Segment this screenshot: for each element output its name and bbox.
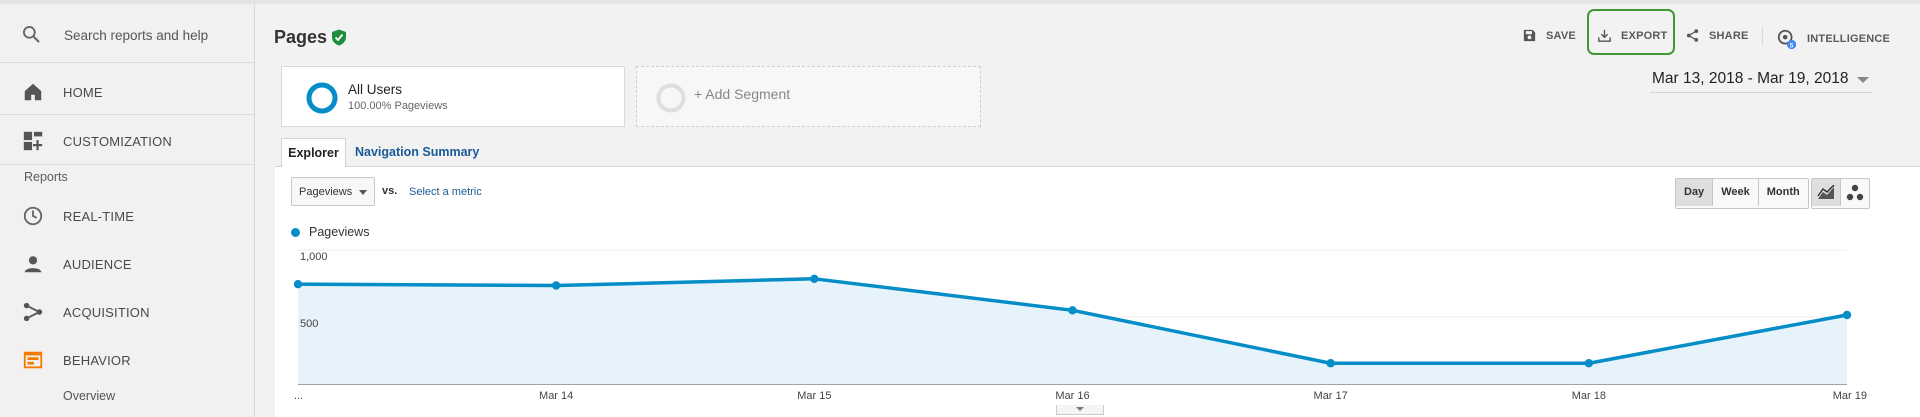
motion-chart-view-button[interactable] (1841, 179, 1869, 206)
chart-x-labels: ... Mar 14 Mar 15 Mar 16 Mar 17 Mar 18 Mar 19 (294, 390, 1867, 402)
data-point-5 (1584, 359, 1594, 368)
date-caret-icon[interactable] (1857, 77, 1869, 83)
download-icon (1598, 29, 1611, 42)
date-underline (1650, 92, 1872, 93)
add-segment-label: + Add Segment (694, 86, 791, 102)
chevron-down-icon (1076, 407, 1084, 411)
add-segment-button[interactable]: + Add Segment (636, 66, 981, 127)
x-tick-label: Mar 18 (1572, 390, 1606, 402)
sidebar-item-label: AUDIENCE (63, 257, 132, 272)
tab-explorer[interactable]: Explorer (281, 138, 346, 167)
sidebar-item-acquisition[interactable]: ACQUISITION (0, 298, 254, 326)
verified-shield-icon (332, 29, 346, 46)
acquisition-icon (23, 302, 43, 322)
behavior-icon (23, 351, 43, 369)
intelligence-label: INTELLIGENCE (1807, 33, 1891, 45)
data-point-1 (551, 281, 561, 290)
sidebar-item-label: ACQUISITION (63, 305, 150, 320)
sidebar-item-home[interactable]: HOME (0, 78, 254, 106)
legend-dot (291, 228, 300, 237)
sidebar-item-audience[interactable]: AUDIENCE (0, 250, 254, 278)
x-tick-label: Mar 15 (797, 390, 831, 402)
search-bar[interactable]: Search reports and help (0, 22, 254, 48)
sidebar-item-label: BEHAVIOR (63, 353, 131, 368)
intelligence-button[interactable]: 5 INTELLIGENCE (1776, 28, 1890, 50)
x-tick-label: Mar 14 (539, 390, 573, 402)
vs-label: vs. (382, 185, 398, 197)
sidebar-divider (0, 114, 254, 115)
toolbar-separator (1762, 26, 1763, 46)
sidebar-divider (0, 164, 254, 165)
save-label: SAVE (1546, 29, 1576, 42)
search-icon (23, 26, 40, 43)
period-month-button[interactable]: Month (1766, 186, 1800, 198)
share-label: SHARE (1709, 29, 1749, 42)
motion-chart-icon (1846, 184, 1864, 200)
top-shadow (0, 0, 1920, 4)
select-metric-link[interactable]: Select a metric (409, 186, 482, 198)
period-day-button[interactable]: Day (1676, 179, 1714, 206)
series-area-pageviews (298, 278, 1847, 384)
x-tick-label: Mar 16 (1055, 390, 1089, 402)
share-icon (1686, 29, 1699, 42)
data-point-4 (1326, 359, 1335, 368)
segment-name: All Users (348, 82, 403, 97)
sidebar-item-behavior[interactable]: BEHAVIOR (0, 346, 254, 374)
period-week-button[interactable]: Week (1713, 179, 1759, 206)
segment-ring-icon (306, 82, 338, 114)
date-range-picker[interactable]: Mar 13, 2018 - Mar 19, 2018 (1652, 70, 1849, 87)
intelligence-badge: 5 (1790, 42, 1794, 49)
clock-icon (23, 206, 43, 226)
export-button[interactable]: EXPORT (1597, 28, 1667, 43)
chart-area (298, 278, 1847, 384)
home-icon (24, 83, 42, 101)
data-point-3 (1068, 306, 1077, 315)
tabs-baseline (275, 166, 1920, 167)
page-title: Pages (274, 27, 328, 47)
dashboard-grid-icon (23, 131, 43, 151)
chart-points (293, 274, 1852, 368)
chart-collapse-handle[interactable] (1056, 405, 1104, 415)
sidebar-item-real-time[interactable]: REAL-TIME (0, 202, 254, 230)
person-icon (24, 256, 42, 273)
chevron-down-icon (359, 190, 367, 195)
sidebar-divider (0, 62, 254, 63)
tab-navigation-summary[interactable]: Navigation Summary (355, 145, 480, 159)
export-highlight (1587, 9, 1675, 55)
sidebar: Search reports and help HOME CUSTOMIZATI… (0, 4, 255, 417)
period-toggle: Day Week Month (1675, 178, 1809, 209)
x-tick-label: Mar 17 (1314, 390, 1348, 402)
export-label: EXPORT (1621, 29, 1668, 42)
y-tick-label: 1,000 (300, 251, 328, 263)
reports-heading: Reports (24, 170, 68, 184)
x-tick-label: ... (294, 390, 303, 402)
chart-view-toggle (1811, 178, 1870, 209)
data-point-6 (1842, 310, 1852, 320)
data-point-0 (293, 279, 303, 289)
segment-all-users[interactable]: All Users 100.00% Pageviews (281, 66, 625, 127)
save-button[interactable]: SAVE (1522, 28, 1576, 43)
empty-ring-icon (656, 83, 686, 113)
search-input[interactable]: Search reports and help (64, 28, 209, 43)
sidebar-item-label: CUSTOMIZATION (63, 134, 173, 149)
line-chart-icon (1817, 184, 1835, 199)
data-point-2 (810, 274, 819, 284)
share-button[interactable]: SHARE (1685, 28, 1749, 43)
metric-select[interactable]: Pageviews (291, 177, 375, 206)
sidebar-item-label: HOME (63, 85, 103, 100)
line-chart-view-button[interactable] (1812, 179, 1841, 206)
x-tick-label: Mar 19 (1833, 390, 1867, 402)
intelligence-icon: 5 (1777, 29, 1797, 49)
sidebar-item-label: REAL-TIME (63, 209, 135, 224)
segment-subtitle: 100.00% Pageviews (348, 100, 448, 112)
legend-label: Pageviews (309, 225, 370, 239)
sidebar-subitem-overview[interactable]: Overview (63, 389, 116, 403)
metric-select-value: Pageviews (299, 186, 353, 198)
chart-y-labels: 1,000 500 (300, 251, 328, 330)
y-tick-label: 500 (300, 318, 318, 330)
save-icon (1523, 29, 1536, 42)
sidebar-item-customization[interactable]: CUSTOMIZATION (0, 126, 254, 154)
